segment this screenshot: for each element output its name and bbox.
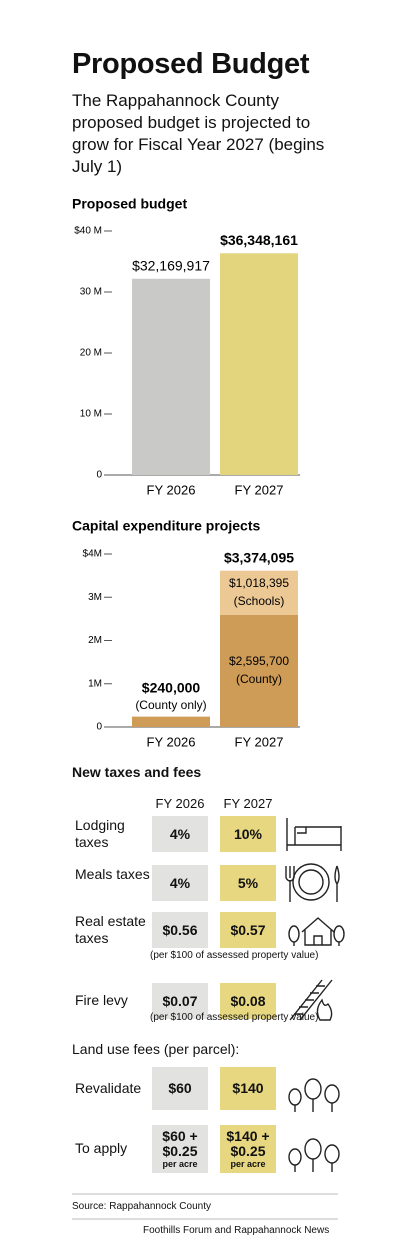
- bed-icon: [286, 818, 342, 851]
- cell: $0.07: [152, 983, 208, 1019]
- subtitle: The Rappahannock County proposed budget …: [72, 91, 325, 176]
- value-label: $36,348,161: [220, 232, 298, 248]
- cell-value: $0.07: [162, 992, 198, 1009]
- cell-value: 4%: [169, 874, 191, 891]
- segment-name: (County): [236, 672, 282, 686]
- cell: 10%: [220, 816, 276, 852]
- column-header: FY 2027: [223, 796, 273, 811]
- y-tick-label: $4M: [83, 549, 102, 560]
- x-tick-label: FY 2026: [147, 734, 196, 749]
- segment-label: $1,018,395: [229, 576, 289, 590]
- x-tick-label: FY 2026: [147, 482, 196, 497]
- bar-segment: [220, 570, 298, 615]
- icons: [285, 818, 345, 1172]
- cell-value: $0.08: [230, 992, 266, 1009]
- row-label: Real estate taxes: [75, 913, 146, 946]
- cell: $60 + $0.25 per acre: [152, 1125, 208, 1173]
- category-note: (County only): [135, 698, 206, 712]
- value-label: $32,169,917: [132, 257, 210, 273]
- cell-value: $140 + $0.25: [226, 1128, 270, 1159]
- section-title: New taxes and fees: [72, 764, 202, 780]
- cell: 4%: [152, 816, 208, 852]
- title: Proposed Budget: [72, 48, 310, 80]
- section-title: Land use fees (per parcel):: [72, 1041, 240, 1057]
- row-note: (per $100 of assessed property value): [150, 1012, 319, 1023]
- plate-icon: [285, 863, 340, 902]
- source: Source: Rappahannock County: [72, 1201, 211, 1212]
- y-tick-label: 0: [96, 722, 102, 733]
- bar-segment: [220, 614, 298, 727]
- column-header: FY 2026: [155, 796, 205, 811]
- y-tick-label: 30 M: [80, 287, 102, 298]
- bar-segment: [132, 716, 210, 727]
- chart-title: Capital expenditure projects: [72, 518, 260, 534]
- cell: 5%: [220, 865, 276, 901]
- y-tick-label: 20 M: [80, 348, 102, 359]
- row-note: (per $100 of assessed property value): [150, 950, 319, 961]
- row-label: To apply: [75, 1140, 128, 1156]
- cell-value: $0.56: [162, 921, 198, 938]
- cell: $0.57: [220, 912, 276, 948]
- cell: $60: [152, 1067, 208, 1110]
- ladder-icon: [289, 979, 333, 1021]
- house-icon: [288, 917, 345, 946]
- cell: $140: [220, 1067, 276, 1110]
- cell-unit: per acre: [230, 1159, 266, 1169]
- row-label: Revalidate: [75, 1079, 142, 1096]
- bar: [220, 253, 298, 475]
- trees-icon: [288, 1138, 340, 1172]
- y-tick-label: 3M: [88, 592, 102, 603]
- total-label: $240,000: [142, 679, 201, 695]
- y-tick-label: 2M: [88, 635, 102, 646]
- cell-value: 4%: [169, 825, 191, 842]
- row-label: Fire levy: [75, 992, 128, 1008]
- bar: [132, 278, 210, 475]
- y-tick-label: 0: [96, 470, 102, 481]
- row-label: Lodging taxes: [75, 817, 125, 850]
- cell-unit: per acre: [162, 1159, 198, 1169]
- cell: 4%: [152, 865, 208, 901]
- cell-value: $0.57: [230, 921, 266, 938]
- segment-label: $2,595,700: [229, 654, 289, 668]
- segment-name: (Schools): [234, 594, 285, 608]
- cell: $0.08: [220, 983, 276, 1019]
- x-tick-label: FY 2027: [235, 482, 284, 497]
- trees-icon: [288, 1078, 340, 1112]
- y-tick-label: 1M: [88, 678, 102, 689]
- cell: $0.56: [152, 912, 208, 948]
- chart-title: Proposed budget: [72, 196, 187, 212]
- cell-value: 10%: [233, 825, 263, 842]
- cell-value: 5%: [237, 874, 259, 891]
- x-tick-label: FY 2027: [235, 734, 284, 749]
- y-tick-label: $40 M: [74, 226, 102, 237]
- cell-value: $140: [232, 1080, 264, 1096]
- total-label: $3,374,095: [224, 549, 294, 565]
- cell-value: $60 + $0.25: [162, 1128, 198, 1159]
- cell: $140 + $0.25 per acre: [220, 1125, 276, 1173]
- cell-value: $60: [168, 1080, 192, 1096]
- credit: Foothills Forum and Rappahannock News: [143, 1225, 330, 1236]
- row-label: Meals taxes: [75, 866, 150, 882]
- y-tick-label: 10 M: [80, 409, 102, 420]
